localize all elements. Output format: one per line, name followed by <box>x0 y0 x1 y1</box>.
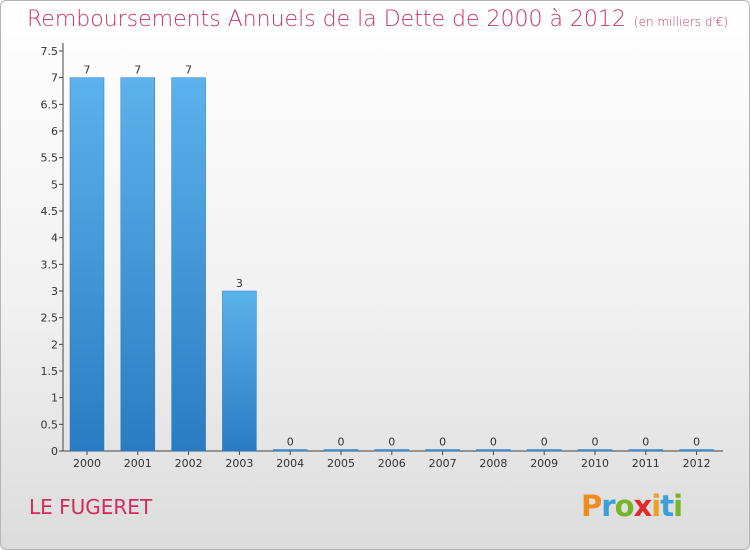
y-tick-label: 7.5 <box>41 45 59 58</box>
bar-2012 <box>679 449 714 452</box>
x-tick-label-2001: 2001 <box>124 457 152 470</box>
x-tick-label-2009: 2009 <box>530 457 558 470</box>
bar-2005 <box>323 449 359 452</box>
y-tick-label: 4 <box>51 232 58 245</box>
x-tick-label-2005: 2005 <box>327 457 355 470</box>
x-tick-label-2000: 2000 <box>73 457 101 470</box>
data-label-2003: 3 <box>236 277 243 290</box>
y-tick-label: 5.5 <box>41 152 59 165</box>
logo-letter: x <box>633 489 653 523</box>
bar-2008 <box>476 449 511 452</box>
x-tick-label-2003: 2003 <box>225 457 253 470</box>
y-tick-label: 1.5 <box>41 365 59 378</box>
bar-2003 <box>222 290 257 452</box>
y-tick-label: 0 <box>51 445 58 458</box>
bar-2011 <box>628 449 664 452</box>
data-label-2012: 0 <box>693 436 700 449</box>
y-tick-label: 7 <box>51 72 58 85</box>
bar-2007 <box>425 449 460 452</box>
bar-2010 <box>577 449 613 452</box>
x-tick-label-2002: 2002 <box>175 457 203 470</box>
logo-letter: r <box>601 489 615 523</box>
y-tick-label: 3.5 <box>41 258 59 271</box>
bar-2002 <box>171 77 206 452</box>
data-label-2009: 0 <box>541 436 548 449</box>
x-tick-label-2012: 2012 <box>683 457 711 470</box>
y-tick-label: 1 <box>51 392 58 405</box>
x-tick-label-2004: 2004 <box>276 457 304 470</box>
data-label-2005: 0 <box>338 436 345 449</box>
x-tick-label-2006: 2006 <box>378 457 406 470</box>
chart-unit: (en milliers d'€) <box>633 15 729 29</box>
y-tick-label: 2.5 <box>41 312 59 325</box>
data-label-2004: 0 <box>287 436 294 449</box>
bar-2001 <box>120 77 156 452</box>
y-tick-label: 0.5 <box>41 418 59 431</box>
data-label-2006: 0 <box>388 436 395 449</box>
data-label-2007: 0 <box>439 436 446 449</box>
chart-axes: 0 0.5 1 1.5 2 2.5 3 3.5 4 4.5 5 5.5 6 6.5 7 7.5 <box>41 43 723 458</box>
chart-bars <box>69 77 714 452</box>
y-tick-label: 6 <box>51 125 58 138</box>
data-label-2008: 0 <box>490 436 497 449</box>
y-tick-label: 3 <box>51 285 58 298</box>
data-label-2002: 7 <box>185 64 192 77</box>
logo-letter: i <box>651 489 661 523</box>
data-label-2011: 0 <box>642 436 649 449</box>
y-tick-label: 5 <box>51 178 58 191</box>
bar-2004 <box>272 449 308 452</box>
x-tick-label-2008: 2008 <box>479 457 507 470</box>
data-label-2001: 7 <box>134 64 141 77</box>
chart-title-text: Remboursements Annuels de la Dette de 20… <box>27 7 626 32</box>
y-tick-label: 4.5 <box>41 205 59 218</box>
bar-2009 <box>526 449 562 452</box>
data-label-2010: 0 <box>592 436 599 449</box>
chart-title: Remboursements Annuels de la Dette de 20… <box>27 7 728 32</box>
data-label-2000: 7 <box>84 64 91 77</box>
logo-letter: t <box>660 489 674 523</box>
logo-letter: P <box>581 489 602 523</box>
y-tick-label: 6.5 <box>41 98 59 111</box>
x-tick-label-2007: 2007 <box>429 457 457 470</box>
commune-name: LE FUGERET <box>29 495 153 519</box>
chart-labels: 2000 7 2001 7 2002 7 2003 3 2004 0 2005 0 2006 0 2007 0… <box>73 64 711 470</box>
y-tick-label: 2 <box>51 338 58 351</box>
x-tick-label-2011: 2011 <box>632 457 660 470</box>
logo-letter: o <box>614 489 635 523</box>
logo-letter: i <box>673 489 683 523</box>
x-tick-label-2010: 2010 <box>581 457 609 470</box>
proxiti-logo: Proxiti <box>581 489 683 523</box>
bar-2006 <box>374 449 410 452</box>
bar-2000 <box>69 77 105 452</box>
